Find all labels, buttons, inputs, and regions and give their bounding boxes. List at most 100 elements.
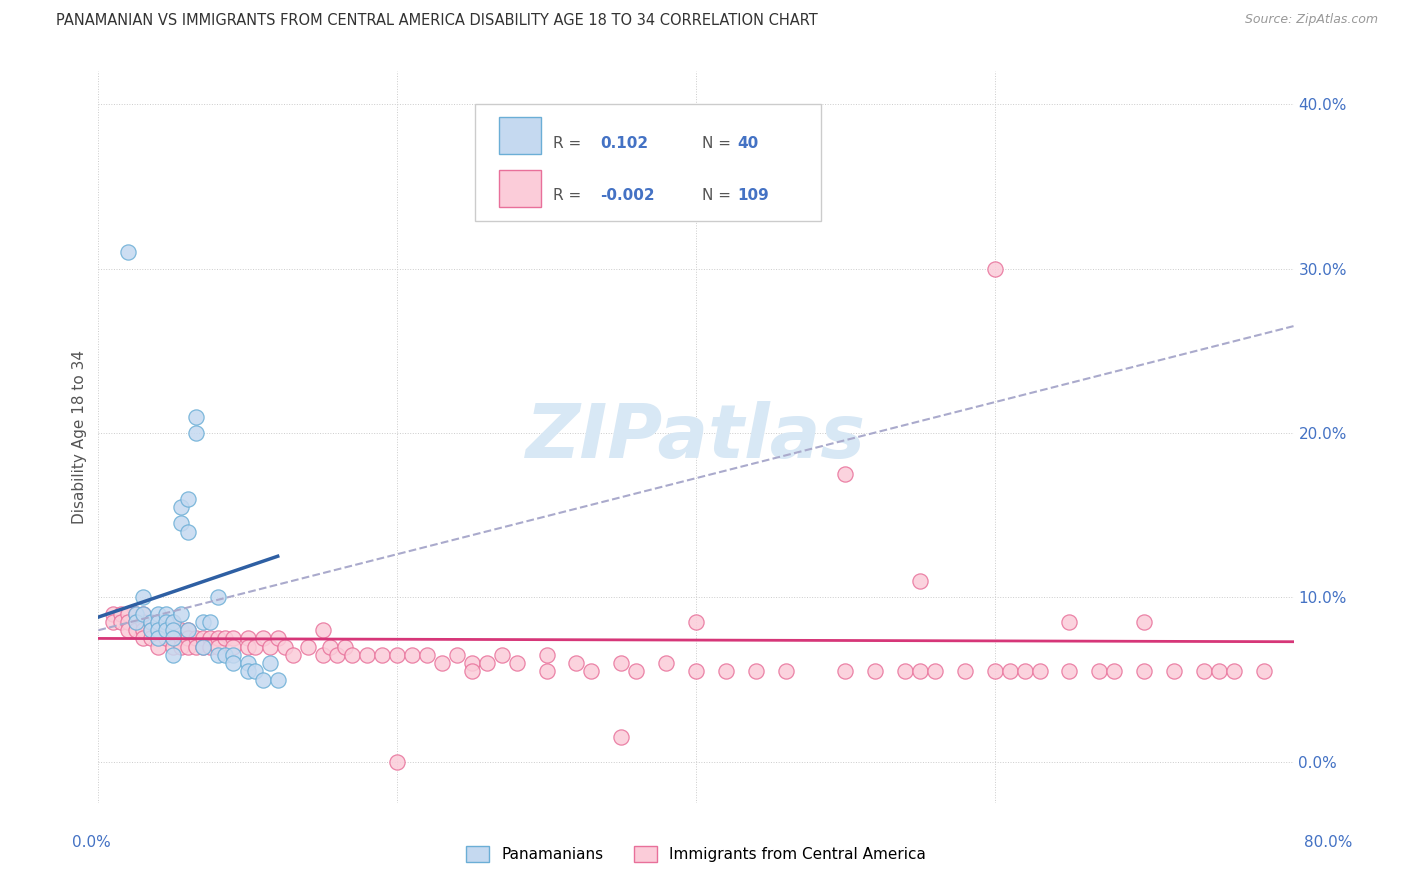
- Point: [148, 607, 170, 621]
- Point: [714, 665, 737, 679]
- Point: [148, 615, 170, 629]
- Point: [1192, 665, 1215, 679]
- Point: [214, 648, 236, 662]
- Point: [908, 574, 931, 588]
- Point: [1133, 665, 1156, 679]
- Point: [1088, 665, 1111, 679]
- Point: [506, 656, 529, 670]
- Point: [342, 648, 364, 662]
- Point: [1059, 615, 1081, 629]
- Point: [1059, 665, 1081, 679]
- Point: [155, 607, 177, 621]
- Point: [908, 665, 931, 679]
- Y-axis label: Disability Age 18 to 34: Disability Age 18 to 34: [72, 350, 87, 524]
- Point: [236, 665, 259, 679]
- Point: [125, 624, 148, 638]
- Point: [177, 491, 200, 506]
- Point: [169, 640, 191, 654]
- Point: [356, 648, 378, 662]
- Point: [1133, 615, 1156, 629]
- Point: [132, 591, 155, 605]
- Point: [385, 648, 409, 662]
- FancyBboxPatch shape: [475, 104, 821, 221]
- Point: [117, 615, 139, 629]
- Point: [252, 632, 274, 646]
- Point: [125, 615, 148, 629]
- Point: [191, 632, 214, 646]
- Point: [297, 640, 319, 654]
- Point: [401, 648, 423, 662]
- Point: [162, 615, 184, 629]
- Point: [267, 673, 290, 687]
- Point: [536, 648, 558, 662]
- Point: [177, 640, 200, 654]
- Point: [191, 640, 214, 654]
- Point: [1163, 665, 1185, 679]
- Point: [333, 640, 356, 654]
- Point: [207, 591, 229, 605]
- Point: [222, 632, 245, 646]
- Point: [155, 615, 177, 629]
- Point: [148, 640, 170, 654]
- Point: [162, 640, 184, 654]
- Point: [184, 425, 207, 440]
- Point: [139, 624, 162, 638]
- Text: 40: 40: [738, 136, 759, 151]
- Point: [385, 755, 409, 769]
- Point: [117, 607, 139, 621]
- Point: [685, 615, 707, 629]
- Point: [274, 640, 297, 654]
- Bar: [499, 118, 541, 154]
- Point: [169, 516, 191, 531]
- Point: [371, 648, 394, 662]
- Point: [110, 615, 132, 629]
- Text: 109: 109: [738, 188, 769, 203]
- Text: PANAMANIAN VS IMMIGRANTS FROM CENTRAL AMERICA DISABILITY AGE 18 TO 34 CORRELATIO: PANAMANIAN VS IMMIGRANTS FROM CENTRAL AM…: [56, 13, 818, 29]
- Text: 0.0%: 0.0%: [72, 836, 111, 850]
- Point: [281, 648, 304, 662]
- Point: [162, 648, 184, 662]
- Point: [155, 615, 177, 629]
- Point: [169, 607, 191, 621]
- Point: [610, 656, 633, 670]
- Point: [236, 632, 259, 646]
- Point: [207, 640, 229, 654]
- Point: [169, 500, 191, 514]
- Point: [214, 632, 236, 646]
- Point: [311, 624, 333, 638]
- Text: R =: R =: [553, 136, 581, 151]
- Point: [267, 632, 290, 646]
- Text: 0.102: 0.102: [600, 136, 648, 151]
- Point: [125, 607, 148, 621]
- Point: [446, 648, 468, 662]
- Text: N =: N =: [702, 136, 731, 151]
- Point: [475, 656, 498, 670]
- Point: [148, 632, 170, 646]
- Point: [834, 467, 856, 481]
- Point: [155, 624, 177, 638]
- Point: [162, 615, 184, 629]
- Point: [148, 632, 170, 646]
- Point: [626, 665, 648, 679]
- Point: [139, 632, 162, 646]
- Point: [581, 665, 603, 679]
- Point: [139, 624, 162, 638]
- Point: [169, 624, 191, 638]
- Point: [177, 632, 200, 646]
- Point: [252, 673, 274, 687]
- Text: ZIPatlas: ZIPatlas: [526, 401, 866, 474]
- Point: [132, 615, 155, 629]
- Point: [236, 656, 259, 670]
- Point: [461, 656, 484, 670]
- Point: [222, 640, 245, 654]
- Point: [162, 632, 184, 646]
- Point: [139, 615, 162, 629]
- Point: [685, 665, 707, 679]
- Point: [103, 615, 125, 629]
- Point: [155, 632, 177, 646]
- Text: N =: N =: [702, 188, 731, 203]
- Point: [184, 409, 207, 424]
- Point: [191, 615, 214, 629]
- Point: [998, 665, 1021, 679]
- Point: [1104, 665, 1126, 679]
